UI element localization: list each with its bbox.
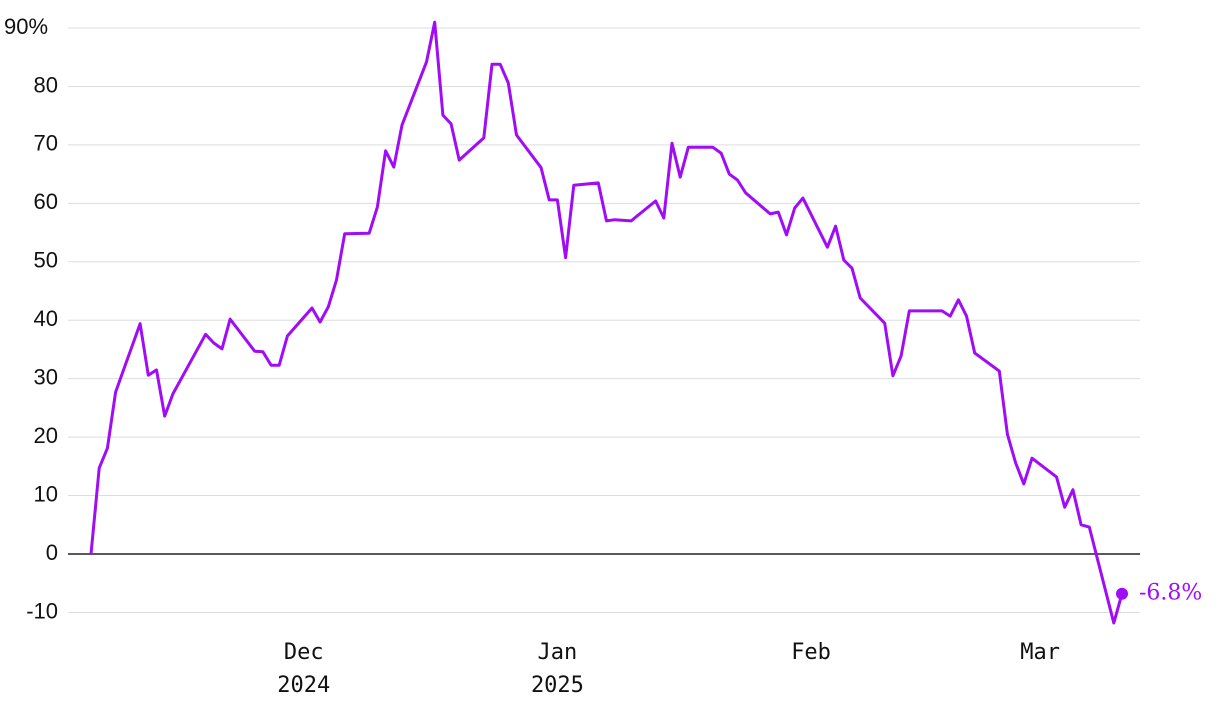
y-tick-label: 70 xyxy=(34,131,58,156)
y-tick-label: 60 xyxy=(34,189,58,214)
y-tick-label: 20 xyxy=(34,423,58,448)
line xyxy=(89,20,1124,625)
y-tick-label: 90% xyxy=(4,14,48,39)
y-tick-label: 30 xyxy=(34,364,58,389)
end-label: -6.8% xyxy=(1139,581,1202,606)
end-point xyxy=(1115,587,1128,600)
x-tick-label: Jan 2025 xyxy=(531,640,584,698)
x-tick-label: Mar xyxy=(1020,640,1060,665)
y-tick-label: 50 xyxy=(34,248,58,273)
y-tick-label: 10 xyxy=(34,481,58,506)
y-tick-label: 0 xyxy=(46,540,58,565)
x-tick-label: Dec 2024 xyxy=(277,640,330,698)
y-tick-label: 80 xyxy=(34,72,58,97)
x-tick-label: Feb xyxy=(791,640,831,665)
y-tick-label: 40 xyxy=(34,306,58,331)
y-tick-label: -10 xyxy=(26,598,58,623)
